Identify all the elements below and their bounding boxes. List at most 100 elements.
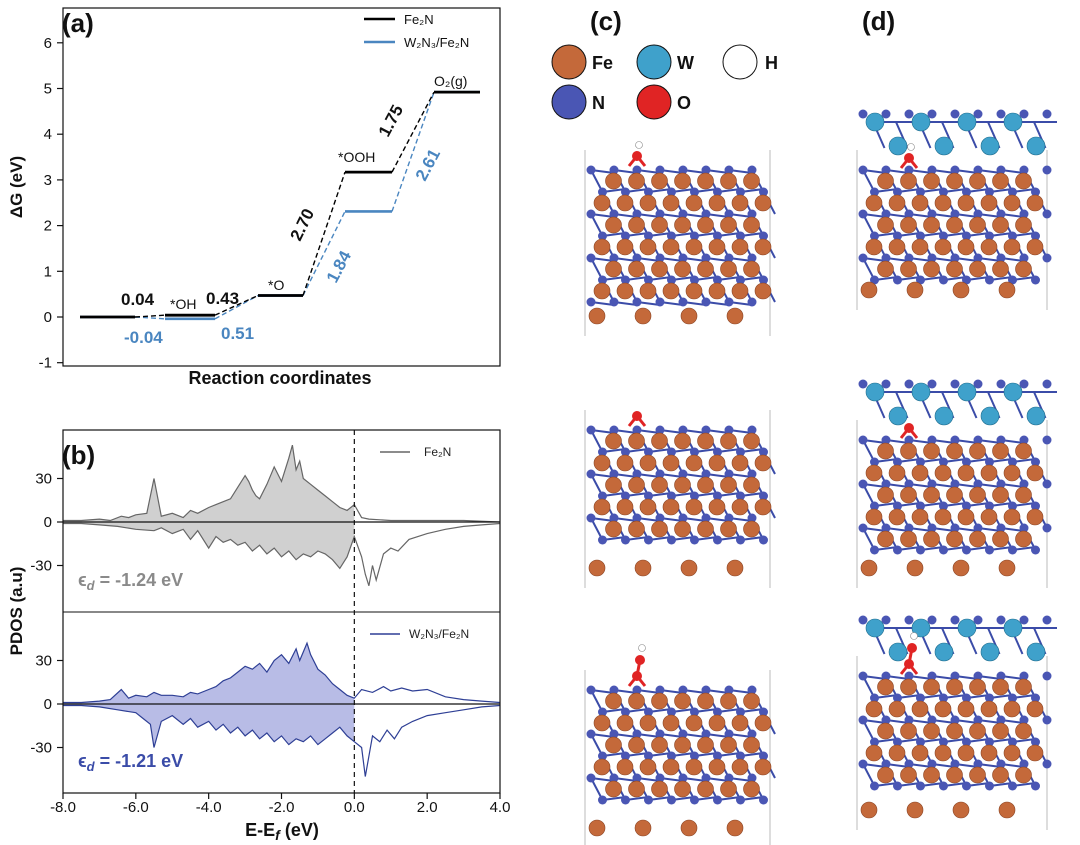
iron-atom (923, 678, 940, 696)
nitrogen-atom (985, 275, 994, 285)
nitrogen-atom (736, 795, 745, 805)
nitrogen-atom (678, 297, 688, 307)
nitrogen-atom (736, 751, 745, 761)
nitrogen-atom (858, 759, 868, 769)
nitrogen-atom (586, 469, 596, 479)
state-label-o2: O₂(g) (434, 73, 467, 89)
nitrogen-atom (1008, 275, 1017, 285)
pdos-w2n3-fe2n-plot (63, 641, 500, 777)
iron-atom (900, 722, 917, 740)
iron-atom (969, 172, 986, 190)
x-tick-label: 4.0 (490, 799, 511, 816)
iron-atom (888, 194, 906, 212)
nitrogen-atom (916, 187, 925, 197)
iron-atom (900, 766, 917, 784)
y-tick-label: -30 (30, 558, 52, 575)
nitrogen-atom (713, 707, 722, 717)
nitrogen-atom (1031, 501, 1040, 511)
iron-atom (923, 172, 940, 190)
nitrogen-atom (621, 187, 630, 197)
pdos-fill (63, 704, 355, 748)
tungsten-atom (980, 642, 1000, 662)
iron-atom (674, 476, 691, 494)
nitrogen-atom (621, 751, 630, 761)
y-tick-label: 4 (44, 126, 52, 143)
nitrogen-atom (724, 513, 734, 523)
iron-atom (877, 216, 894, 234)
nitrogen-atom (881, 209, 891, 219)
nitrogen-atom (870, 231, 879, 241)
iron-atom (952, 281, 970, 299)
atom-legend-h-swatch (722, 44, 758, 80)
iron-atom (906, 801, 924, 819)
iron-atom (946, 486, 963, 504)
iron-atom (952, 801, 970, 819)
nitrogen-atom (996, 759, 1006, 769)
panel-d: (d) (856, 6, 1057, 830)
iron-atom (923, 260, 940, 278)
nitrogen-atom (759, 751, 768, 761)
nitrogen-atom (724, 209, 734, 219)
x-tick-label: -8.0 (50, 799, 76, 816)
iron-atom (628, 172, 645, 190)
iron-atom (593, 194, 611, 212)
iron-atom (1015, 678, 1032, 696)
nitrogen-atom (747, 253, 757, 263)
iron-atom (662, 758, 680, 776)
nitrogen-atom (973, 615, 983, 625)
iron-atom (685, 714, 703, 732)
nitrogen-atom (1008, 693, 1017, 703)
iron-atom (605, 216, 622, 234)
iron-atom (888, 238, 906, 256)
nitrogen-atom (927, 615, 937, 625)
nitrogen-atom (870, 501, 879, 511)
fe2n-adsorption-structures (584, 141, 776, 845)
iron-atom (674, 520, 691, 538)
iron-atom (685, 498, 703, 516)
nitrogen-atom (701, 469, 711, 479)
iron-atom (865, 508, 883, 526)
nitrogen-atom (736, 707, 745, 717)
nitrogen-atom (759, 275, 768, 285)
nitrogen-atom (609, 513, 619, 523)
state-label-o: *O (268, 277, 284, 293)
iron-atom (923, 530, 940, 548)
iron-atom (877, 766, 894, 784)
iron-atom (674, 432, 691, 450)
tungsten-atom (865, 618, 885, 638)
iron-atom (651, 476, 668, 494)
nitrogen-atom (1019, 715, 1029, 725)
nitrogen-atom (950, 759, 960, 769)
tungsten-atom (888, 642, 908, 662)
panel-a-label: (a) (62, 8, 94, 38)
nitrogen-atom (996, 715, 1006, 725)
iron-atom (992, 216, 1009, 234)
iron-atom (969, 530, 986, 548)
nitrogen-atom (690, 795, 699, 805)
nitrogen-atom (667, 491, 676, 501)
iron-atom (708, 238, 726, 256)
nitrogen-atom (927, 253, 937, 263)
nitrogen-atom (927, 379, 937, 389)
nitrogen-atom (858, 379, 868, 389)
iron-atom (957, 194, 975, 212)
tungsten-atom (934, 406, 954, 426)
y-tick-label: 0 (44, 696, 52, 713)
nitrogen-atom (1042, 165, 1052, 175)
panel-a-y-axis: -1 0 1 2 3 4 5 6 (39, 35, 63, 372)
nitrogen-atom (598, 447, 607, 457)
nitrogen-atom (870, 187, 879, 197)
iron-atom (934, 194, 952, 212)
iron-atom (1015, 172, 1032, 190)
iron-atom (888, 464, 906, 482)
iron-atom (865, 744, 883, 762)
nitrogen-atom (1008, 457, 1017, 467)
iron-atom (969, 216, 986, 234)
panel-a: (a) -1 0 1 2 3 4 5 6 ΔG (eV) Reaction coordinat… (7, 7, 501, 388)
iron-atom (639, 194, 657, 212)
iron-atom (860, 801, 878, 819)
nitrogen-atom (678, 425, 688, 435)
nitrogen-atom (609, 729, 619, 739)
iron-atom (980, 238, 998, 256)
iron-atom (743, 692, 760, 710)
